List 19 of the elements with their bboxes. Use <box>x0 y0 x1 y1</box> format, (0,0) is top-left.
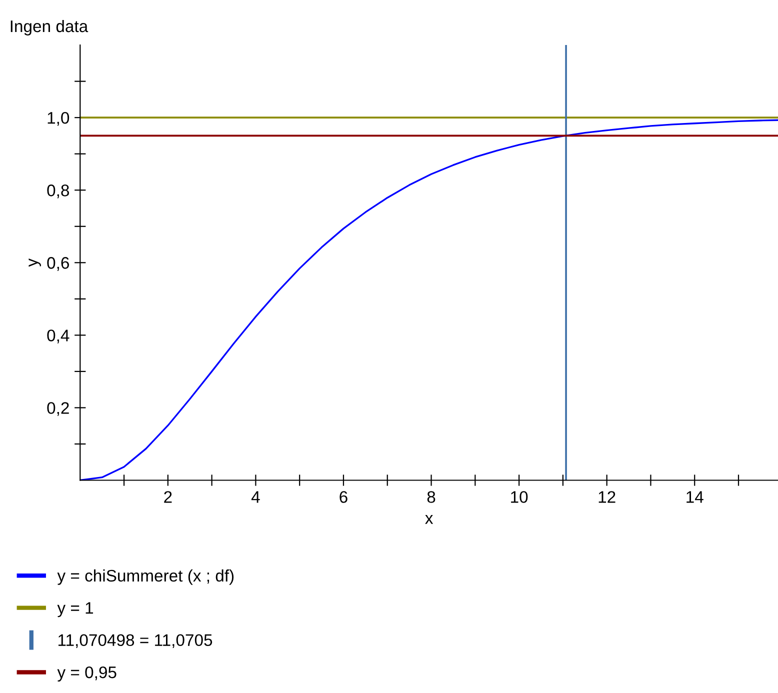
x-tick-label: 4 <box>251 491 260 503</box>
legend-label: y = 1 <box>57 602 94 618</box>
y-tick-label: 1,0 <box>48 112 70 126</box>
x-tick-label: 14 <box>686 491 704 503</box>
x-tick-label: 8 <box>427 491 436 503</box>
y-tick-label: 0,6 <box>47 257 69 271</box>
x-tick-label: 6 <box>340 491 348 503</box>
x-axis-title: x <box>425 515 434 524</box>
legend-label: 11,070498 = 11,0705 <box>58 634 212 648</box>
x-tick-label: 2 <box>164 491 172 503</box>
x-tick-label: 10 <box>511 491 528 503</box>
x-tick-label: 12 <box>598 491 616 503</box>
y-axis-title: y <box>28 258 41 267</box>
text: Ingen data <box>10 20 88 36</box>
y-tick-label: 0,4 <box>47 330 70 344</box>
legend-label: y = chiSummeret (x ; df) <box>57 569 234 585</box>
legend-label: y = 0,95 <box>57 666 116 682</box>
y-tick-label: 0,8 <box>47 184 69 198</box>
y-tick-label: 0,2 <box>47 402 69 416</box>
